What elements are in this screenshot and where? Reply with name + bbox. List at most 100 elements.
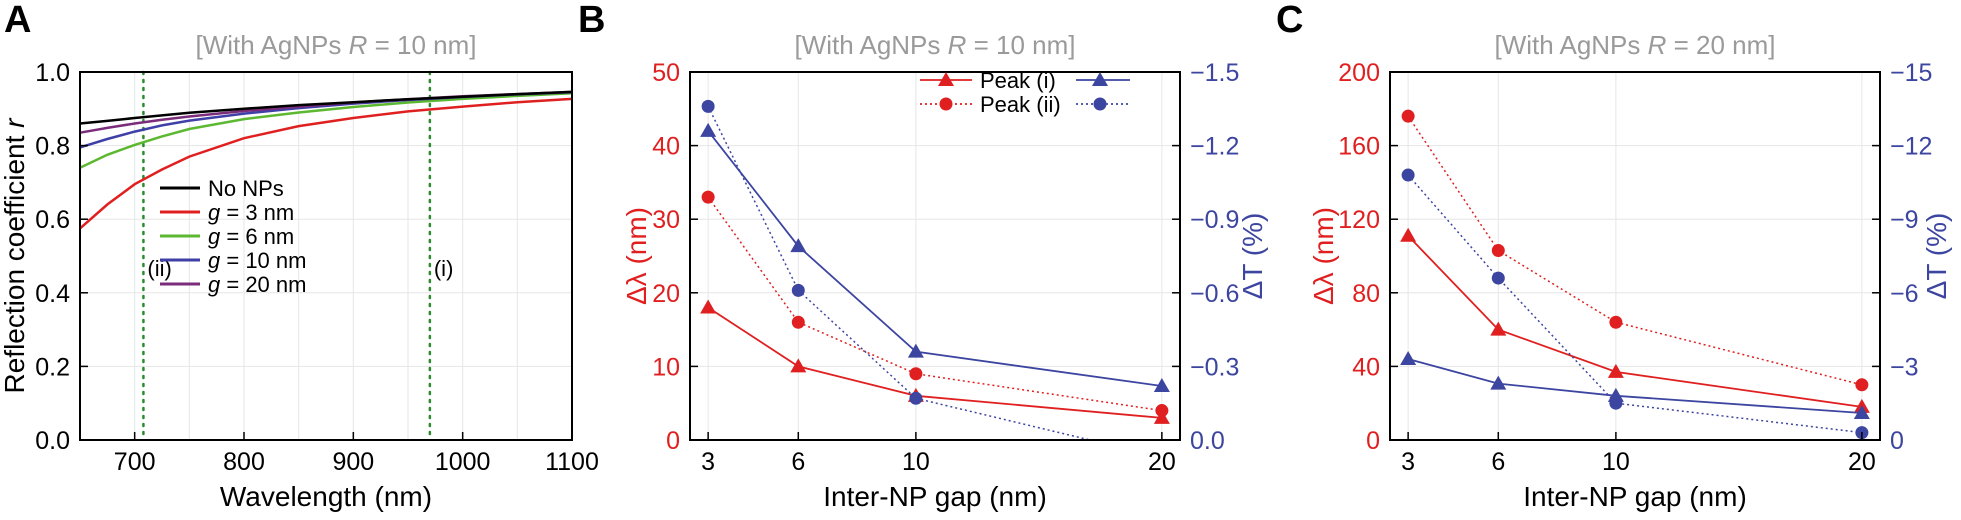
panel-c-ytick-left-label: 0 — [1366, 427, 1380, 455]
panel-b-legend: Peak (i)Peak (ii) — [920, 68, 1130, 117]
panel-b-ytick-right-label: −0.3 — [1190, 353, 1239, 381]
panel-c-ytick-left-label: 40 — [1352, 353, 1380, 381]
panel-c-ytick-left-label: 200 — [1338, 59, 1380, 87]
panel-a-ytick-label: 0.2 — [35, 353, 70, 381]
panel-b-data-point — [791, 315, 805, 329]
panel-a-series-line — [79, 92, 573, 169]
panel-c-xtick-label: 20 — [1848, 448, 1876, 476]
panel-c-ytick-left-label: 80 — [1352, 280, 1380, 308]
panel-c-data-point — [1400, 351, 1417, 366]
panel-b-legend-marker-blue — [1093, 97, 1107, 111]
panel-b-ytick-right-label: −0.9 — [1190, 206, 1239, 234]
panel-b-data-point — [790, 358, 807, 373]
panel-b-series-line — [707, 130, 1163, 387]
panel-a-legend-label: No NPs — [208, 176, 284, 201]
panel-c-data-point — [1609, 396, 1623, 410]
panel-b-ytick-left-label: 0 — [666, 427, 680, 455]
panel-a-legend-label: g = 20 nm — [208, 272, 306, 297]
panel-b-series-line — [707, 105, 1094, 440]
panel-c-ytick-right-label: −3 — [1890, 353, 1919, 381]
panel-a-ytick-label: 0.6 — [35, 206, 70, 234]
panel-c-data-point — [1607, 363, 1624, 378]
panel-a-legend-label: g = 6 nm — [208, 224, 294, 249]
panel-c-plot-area — [1400, 109, 1870, 440]
panel-c-ytick-left-label: 120 — [1338, 206, 1380, 234]
panel-c-data-point — [1401, 109, 1415, 123]
panel-c-data-point — [1401, 168, 1415, 182]
panel-b-ylabel-right: ΔT (%) — [1237, 213, 1268, 300]
panel-a-ytick-label: 0.8 — [35, 133, 70, 161]
panel-b-data-point — [1153, 378, 1170, 393]
panel-b-legend-label: Peak (i) — [980, 68, 1056, 93]
panel-a-xtick-label: 700 — [114, 448, 156, 476]
panel-b-plot-area — [700, 99, 1170, 440]
panel-c-data-point — [1491, 271, 1505, 285]
panel-c-data-point — [1609, 315, 1623, 329]
panel-a-legend-label: g = 3 nm — [208, 200, 294, 225]
panel-c-series-line — [1407, 358, 1862, 414]
panel-b-ytick-left-label: 50 — [652, 59, 680, 87]
panel-b-legend-label: Peak (ii) — [980, 92, 1061, 117]
panel-a-title: [With AgNPs R = 10 nm] — [195, 30, 476, 60]
panel-b-title: [With AgNPs R = 10 nm] — [794, 30, 1075, 60]
panel-b-legend-marker-red — [939, 97, 953, 111]
panel-b-ytick-left-label: 20 — [652, 280, 680, 308]
panel-c-data-point — [1400, 227, 1417, 242]
panel-b-data-point — [701, 99, 715, 113]
panel-c-xtick-label: 3 — [1401, 448, 1415, 476]
panel-b-data-point — [790, 238, 807, 253]
panel-letter-b: B — [578, 0, 605, 41]
panel-a-series-line — [79, 90, 573, 125]
panel-c-ylabel-right: ΔT (%) — [1921, 213, 1952, 300]
panel-c-data-point — [1853, 405, 1870, 420]
panel-b-ytick-right-label: −1.2 — [1190, 133, 1239, 161]
panel-a-xtick-label: 900 — [332, 448, 374, 476]
panel-c-data-point — [1490, 375, 1507, 390]
panel-b-xtick-label: 20 — [1148, 448, 1176, 476]
panel-c-title: [With AgNPs R = 20 nm] — [1494, 30, 1775, 60]
panel-b-frame — [689, 71, 1181, 441]
panel-a-series-line — [79, 97, 573, 230]
panel-b-legend-marker-red — [938, 72, 954, 86]
panel-c-ytick-right-label: −9 — [1890, 206, 1919, 234]
panel-c-series-line — [1407, 174, 1862, 434]
panel-b-data-point — [907, 343, 924, 358]
panel-b-ytick-right-label: 0.0 — [1190, 427, 1225, 455]
panel-b-ytick-right-label: −1.5 — [1190, 59, 1239, 87]
panel-c-data-point — [1491, 243, 1505, 257]
panel-c-chart: [With AgNPs R = 20 nm] 3 6 10 2004080120160… — [1308, 30, 1952, 512]
panel-c-data-point — [1855, 378, 1869, 392]
panel-b-data-point — [791, 283, 805, 297]
panel-c-ytick-right-label: 0 — [1890, 427, 1904, 455]
panel-b-xtick-label: 6 — [791, 448, 805, 476]
panel-a-xlabel: Wavelength (nm) — [220, 481, 432, 512]
panel-a-xtick-label: 1100 — [545, 448, 599, 476]
panel-c-series-line — [1407, 115, 1863, 386]
panel-c-xlabel: Inter-NP gap (nm) — [1523, 481, 1747, 512]
panel-b-ytick-left-label: 30 — [652, 206, 680, 234]
panel-a-legend-label: g = 10 nm — [208, 248, 306, 273]
panel-b-ytick-left-label: 40 — [652, 133, 680, 161]
panel-b-ylabel-left: Δλ (nm) — [621, 207, 652, 305]
panel-b-xtick-label: 10 — [902, 448, 930, 476]
panel-a-resonance-label: (i) — [434, 256, 454, 281]
panel-a-xtick-label: 800 — [223, 448, 265, 476]
panel-b-data-point — [701, 190, 715, 204]
panel-letter-a: A — [4, 0, 31, 41]
panel-b-ytick-left-label: 10 — [652, 353, 680, 381]
panel-b-xtick-label: 3 — [701, 448, 715, 476]
panel-b-ytick-right-label: −0.6 — [1190, 280, 1239, 308]
panel-b-data-point — [700, 299, 717, 314]
panel-c-xtick-label: 10 — [1602, 448, 1630, 476]
panel-a-ytick-label: 0.0 — [35, 427, 70, 455]
panel-a-frame — [79, 71, 573, 441]
panel-b-data-point — [700, 122, 717, 137]
panel-a-ytick-label: 0.4 — [35, 280, 70, 308]
panel-c-ytick-right-label: −15 — [1890, 59, 1932, 87]
panel-c-series-line — [1407, 235, 1863, 408]
panel-a-chart: [With AgNPs R = 10 nm] (ii) (i) 700 800 900… — [0, 30, 599, 512]
panel-b-legend-marker-blue — [1092, 72, 1108, 86]
panel-c-ytick-right-label: −6 — [1890, 280, 1919, 308]
